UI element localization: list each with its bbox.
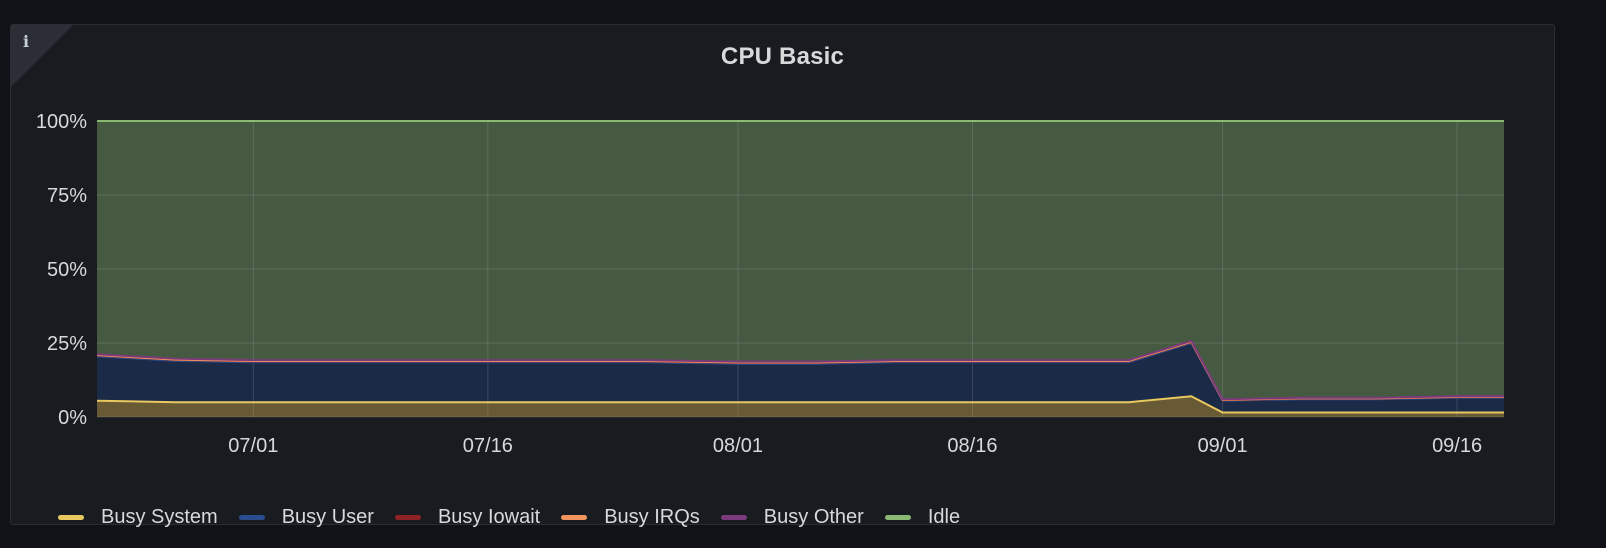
info-icon[interactable]: i [23,32,30,51]
legend-item-busy-other[interactable]: Busy Other [720,505,864,529]
x-tick-label: 09/01 [1198,435,1248,457]
area-idle [97,121,1504,400]
x-tick-label: 08/16 [947,435,997,457]
y-tick-label: 0% [58,407,87,429]
legend-label: Busy IRQs [604,505,700,528]
legend-label: Busy User [281,505,374,528]
line-busy-system [96,395,1504,414]
legend-swatch [884,514,911,520]
x-tick-label: 08/01 [713,435,763,457]
y-tick-label: 75% [47,185,87,207]
line-busy-other [96,339,1504,401]
chart-areas [97,121,1504,417]
legend-label: Busy Other [763,505,864,528]
x-tick-label: 09/16 [1432,435,1482,457]
area-busy-system [97,396,1504,417]
legend-item-idle[interactable]: Idle [884,505,961,529]
legend-item-busy-irqs[interactable]: Busy IRQs [561,506,700,529]
legend-swatch [238,514,265,520]
legend-label: Idle [927,505,961,528]
legend-swatch [394,514,421,520]
cpu-basic-panel: i CPU Basic 0% 25% 50% 75% 100% 07/01 07/16 08… [10,24,1556,528]
x-tick-label: 07/01 [228,435,278,457]
legend-item-busy-user[interactable]: Busy User [238,505,374,529]
x-tick-label: 07/16 [463,435,513,457]
y-axis: 0% 25% 50% 75% 100% [36,111,87,429]
legend: Busy System Busy User Busy Iowait Busy IRQs… [58,505,981,529]
legend-item-busy-iowait[interactable]: Busy Iowait [394,505,541,529]
legend-label: Busy Iowait [437,505,541,528]
area-busy-user [97,343,1504,413]
legend-swatch [58,514,84,520]
y-tick-label: 25% [47,333,87,355]
panel-title[interactable]: CPU Basic [720,43,845,70]
y-tick-label: 50% [47,259,87,281]
info-corner [11,25,73,87]
legend-swatch [720,514,747,520]
y-tick-label: 100% [36,111,87,133]
legend-label: Busy System [101,505,218,528]
chart-lines [96,120,1504,414]
legend-swatch [561,514,588,520]
legend-item-busy-system[interactable]: Busy System [58,506,218,529]
cpu-chart[interactable]: 0% 25% 50% 75% 100% 07/01 07/16 08/01 08/16 09/0… [11,25,1556,485]
x-axis: 07/01 07/16 08/01 08/16 09/01 09/16 [228,435,1482,457]
